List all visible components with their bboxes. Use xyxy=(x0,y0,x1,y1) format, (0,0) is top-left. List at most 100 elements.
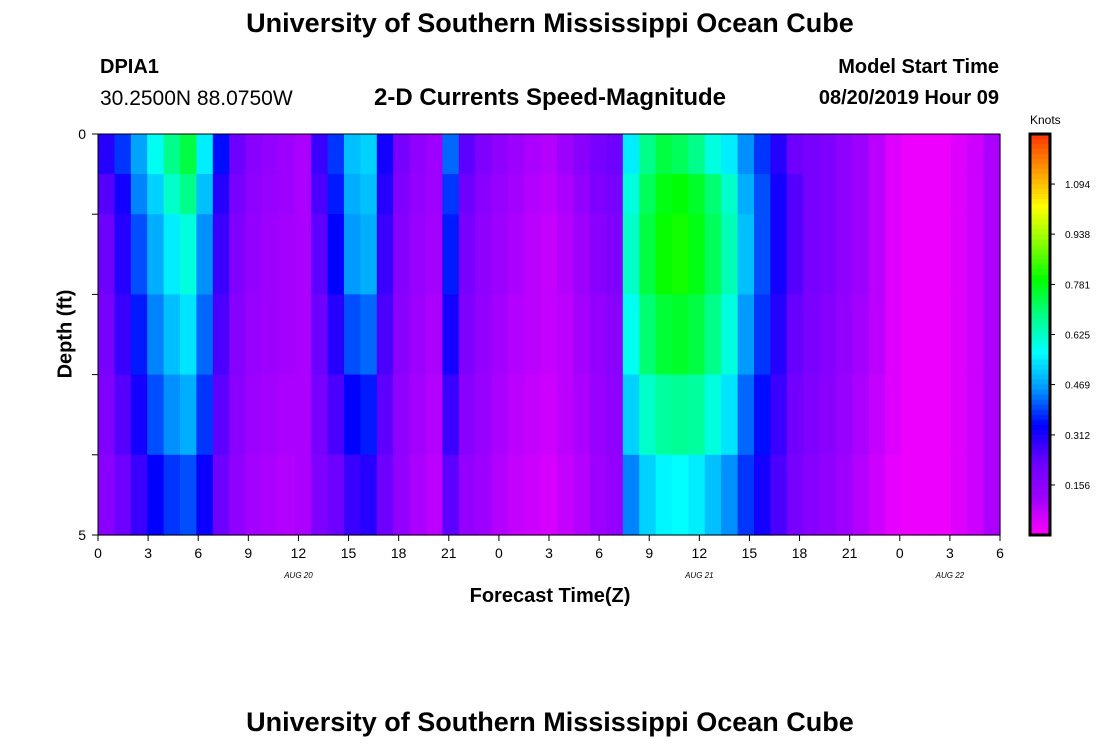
heatmap-cell xyxy=(409,214,427,295)
heatmap-cell xyxy=(393,374,411,456)
heatmap-cell xyxy=(770,294,788,376)
y-tick-label: 5 xyxy=(78,527,86,543)
heatmap-cell xyxy=(590,174,607,215)
colorbar-segment xyxy=(1030,189,1050,195)
colorbar-segment xyxy=(1030,404,1050,411)
heatmap-cell xyxy=(196,174,214,215)
x-tick-label: 12 xyxy=(291,545,307,561)
day-label: AUG 21 xyxy=(684,571,713,580)
heatmap-cell xyxy=(721,454,739,536)
colorbar-segment xyxy=(1030,509,1050,516)
colorbar-segment xyxy=(1030,244,1050,250)
heatmap-cell xyxy=(130,174,148,215)
colorbar-segment xyxy=(1030,524,1050,531)
heatmap-cell xyxy=(163,214,181,295)
heatmap-cell xyxy=(967,174,985,215)
x-tick-label: 6 xyxy=(194,545,202,561)
heatmap-cell xyxy=(950,454,968,536)
heatmap-cell xyxy=(376,294,394,376)
heatmap-cell xyxy=(524,294,542,376)
heatmap-cell xyxy=(229,214,247,295)
heatmap-cell xyxy=(524,174,542,215)
x-tick-label: 3 xyxy=(545,545,553,561)
heatmap-cell xyxy=(426,174,443,215)
heatmap-cell xyxy=(704,294,722,376)
heatmap-cell xyxy=(458,134,476,175)
heatmap-cell xyxy=(573,454,591,536)
heatmap-cell xyxy=(508,294,525,376)
colorbar-segment xyxy=(1030,139,1050,145)
heatmap-cell xyxy=(442,374,460,456)
heatmap-cell xyxy=(212,374,230,456)
x-tick-label: 9 xyxy=(645,545,653,561)
heatmap-cell xyxy=(819,174,837,215)
heatmap-cell xyxy=(311,374,329,456)
heatmap-cell xyxy=(360,294,378,376)
colorbar-segment xyxy=(1030,334,1050,341)
heatmap-cell xyxy=(409,374,427,456)
colorbar-segment xyxy=(1030,344,1050,351)
heatmap-cell xyxy=(360,454,378,536)
heatmap-cell xyxy=(475,174,493,215)
heatmap-cells xyxy=(98,134,1001,536)
heatmap-cell xyxy=(803,374,821,456)
heatmap-cell xyxy=(147,374,165,456)
heatmap-cell xyxy=(163,374,181,456)
heatmap-cell xyxy=(950,174,968,215)
heatmap-cell xyxy=(901,134,919,175)
heatmap-cell xyxy=(442,454,460,536)
colorbar-segment xyxy=(1030,159,1050,165)
heatmap-cell xyxy=(278,374,296,456)
heatmap-cell xyxy=(114,134,132,175)
heatmap-cell xyxy=(229,134,247,175)
heatmap-cell xyxy=(147,214,165,295)
colorbar-segment xyxy=(1030,194,1050,200)
heatmap-cell xyxy=(901,374,919,456)
heatmap-cell xyxy=(622,134,640,175)
heatmap-cell xyxy=(180,454,197,536)
colorbar-segment xyxy=(1030,424,1050,431)
heatmap-cell xyxy=(983,454,1001,536)
colorbar-segment xyxy=(1030,529,1050,536)
heatmap-cell xyxy=(721,374,739,456)
heatmap-cell xyxy=(212,174,230,215)
colorbar-segment xyxy=(1030,389,1050,396)
heatmap-cell xyxy=(803,454,821,536)
heatmap-cell xyxy=(360,174,378,215)
heatmap-cell xyxy=(475,294,493,376)
heatmap-cell xyxy=(803,134,821,175)
heatmap-cell xyxy=(967,294,985,376)
colorbar-segment xyxy=(1030,274,1050,280)
heatmap-cell xyxy=(327,374,345,456)
heatmap-cell xyxy=(475,214,493,295)
heatmap-cell xyxy=(245,294,263,376)
heatmap-cell xyxy=(294,374,312,456)
heatmap-cell xyxy=(409,134,427,175)
heatmap-cell xyxy=(967,134,985,175)
heatmap-cell xyxy=(426,214,443,295)
heatmap-cell xyxy=(639,134,657,175)
heatmap-cell xyxy=(426,294,443,376)
heatmap-cell xyxy=(918,134,935,175)
heatmap-cell xyxy=(557,214,575,295)
heatmap-cell xyxy=(98,134,115,175)
y-tick-label: 0 xyxy=(78,126,86,142)
heatmap-cell xyxy=(344,294,361,376)
heatmap-cell xyxy=(836,374,853,456)
heatmap-cell xyxy=(376,174,394,215)
colorbar-segment xyxy=(1030,429,1050,436)
colorbar-segment xyxy=(1030,494,1050,501)
heatmap-cell xyxy=(147,174,165,215)
colorbar-segment xyxy=(1030,304,1050,311)
heatmap-cell xyxy=(245,374,263,456)
heatmap-cell xyxy=(688,374,706,456)
heatmap-cell xyxy=(344,134,361,175)
heatmap-cell xyxy=(918,374,935,456)
heatmap-cell xyxy=(491,174,509,215)
colorbar-tick-label: 0.156 xyxy=(1065,481,1090,492)
heatmap-cell xyxy=(344,174,361,215)
heatmap-cell xyxy=(868,214,886,295)
colorbar-segment xyxy=(1030,154,1050,160)
heatmap-cell xyxy=(852,134,870,175)
heatmap-cell xyxy=(704,454,722,536)
